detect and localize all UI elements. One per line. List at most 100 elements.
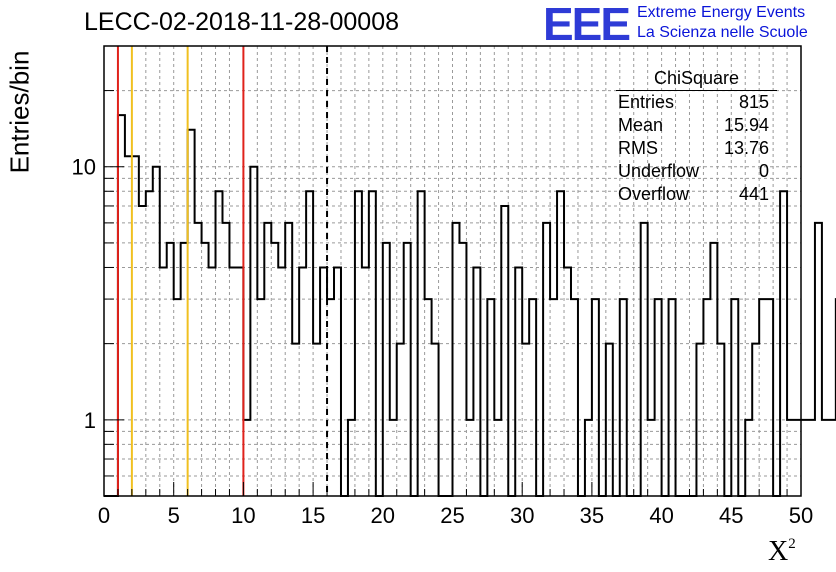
logo-caption-line1: Extreme Energy Events xyxy=(637,4,806,21)
histogram-bin xyxy=(648,420,655,496)
histogram-bin xyxy=(425,299,432,496)
histogram-bin xyxy=(271,243,278,496)
histogram-bin xyxy=(243,420,250,496)
histogram-bin xyxy=(641,223,648,496)
histogram-bin xyxy=(515,267,522,496)
histogram-bin xyxy=(731,299,738,496)
histogram-bin xyxy=(501,206,508,496)
x-tick-label: 30 xyxy=(510,503,534,528)
histogram-bin xyxy=(355,191,362,496)
histogram-bin xyxy=(369,191,376,496)
stats-label: Overflow xyxy=(618,184,690,204)
histogram-bin xyxy=(181,243,188,496)
histogram-bin xyxy=(285,223,292,496)
histogram-bin xyxy=(459,243,466,496)
stats-value: 0 xyxy=(758,161,769,181)
stats-label: Mean xyxy=(618,115,664,135)
histogram-bin xyxy=(320,267,327,496)
histogram-bin xyxy=(655,299,662,496)
histogram-bin xyxy=(153,167,160,496)
logo-caption-line2: La Scienza nelle Scuole xyxy=(637,24,808,41)
histogram-bin xyxy=(487,299,494,496)
histogram-bin xyxy=(362,267,369,496)
x-axis-label-text: X xyxy=(768,536,789,567)
histogram-bin xyxy=(466,420,473,496)
histogram-bin xyxy=(432,344,439,496)
histogram-bin xyxy=(606,344,613,496)
histogram-bin xyxy=(585,420,592,496)
y-axis-label: Entries/bin xyxy=(4,50,35,174)
stats-label: RMS xyxy=(618,138,658,158)
stats-label: Entries xyxy=(618,92,675,112)
histogram-bin xyxy=(564,267,571,496)
stats-row: RMS 13.76 xyxy=(611,137,777,160)
x-tick-label: 35 xyxy=(580,503,604,528)
histogram-bin xyxy=(202,243,209,496)
histogram-bin xyxy=(494,420,501,496)
x-tick-label: 5 xyxy=(168,503,180,528)
histogram-bin xyxy=(787,420,794,496)
histogram-bin xyxy=(160,267,167,496)
histogram-bin xyxy=(222,223,229,496)
x-axis-label: X2 xyxy=(768,536,796,568)
marker-lines-layer xyxy=(116,46,329,496)
histogram-bin xyxy=(174,299,181,496)
histogram-bin xyxy=(327,299,334,496)
histogram-bin xyxy=(571,299,578,496)
plot-title: LECC-02-2018-11-28-00008 xyxy=(84,8,400,36)
histogram-bin xyxy=(397,344,404,496)
histogram-bin xyxy=(696,344,703,496)
histogram-bin xyxy=(780,191,787,496)
histogram-bin xyxy=(669,299,676,496)
histogram-bin xyxy=(529,299,536,496)
histogram-bin xyxy=(710,243,717,496)
histogram-bin xyxy=(390,420,397,496)
x-tick-label: 10 xyxy=(231,503,255,528)
x-tick-label: 15 xyxy=(301,503,325,528)
stats-row: Mean 15.94 xyxy=(611,114,777,137)
histogram-bin xyxy=(822,420,829,496)
histogram-bin xyxy=(278,267,285,496)
stats-row: Overflow 441 xyxy=(611,183,777,206)
x-tick-label: 50 xyxy=(789,503,813,528)
histogram-bin xyxy=(418,191,425,496)
histogram-bin xyxy=(473,267,480,496)
histogram-bin xyxy=(118,115,125,496)
histogram-bin xyxy=(522,344,529,496)
histogram-bin xyxy=(139,206,146,496)
histogram-bin xyxy=(404,243,411,496)
y-tick-label: 1 xyxy=(84,408,96,433)
stats-box: ChiSquare Entries 815 Mean 15.94 RMS 13.76 … xyxy=(611,66,777,206)
histogram-bin xyxy=(334,267,341,496)
histogram-bin xyxy=(188,130,195,496)
stats-value: 13.76 xyxy=(723,138,769,158)
histogram-bin xyxy=(752,344,759,496)
histogram-bin xyxy=(236,267,243,496)
histogram-bin xyxy=(146,191,153,496)
histogram-bin xyxy=(167,243,174,496)
histogram-bin xyxy=(557,191,564,496)
stats-label: Underflow xyxy=(618,161,700,181)
histogram-bin xyxy=(250,167,257,496)
stats-row: Underflow 0 xyxy=(611,160,777,183)
histogram-bin xyxy=(299,267,306,496)
histogram-bin xyxy=(453,223,460,496)
histogram-bin xyxy=(132,156,139,496)
histogram-bin xyxy=(550,299,557,496)
stats-value: 15.94 xyxy=(723,115,769,135)
histogram-bin xyxy=(794,420,801,496)
histogram-bin xyxy=(313,344,320,496)
histogram-bin xyxy=(264,223,271,496)
histogram-bin xyxy=(801,420,808,496)
histogram-bin xyxy=(808,420,815,496)
histogram-bin xyxy=(829,420,836,496)
histogram-bin xyxy=(292,344,299,496)
logo-caption: Extreme Energy Events La Scienza nelle S… xyxy=(637,3,808,43)
x-tick-label: 45 xyxy=(719,503,743,528)
x-axis-label-superscript: 2 xyxy=(788,536,796,552)
eee-logo: EEE xyxy=(543,0,631,50)
histogram-bin xyxy=(306,191,313,496)
histogram-bin xyxy=(383,243,390,496)
histogram-bin xyxy=(195,223,202,496)
